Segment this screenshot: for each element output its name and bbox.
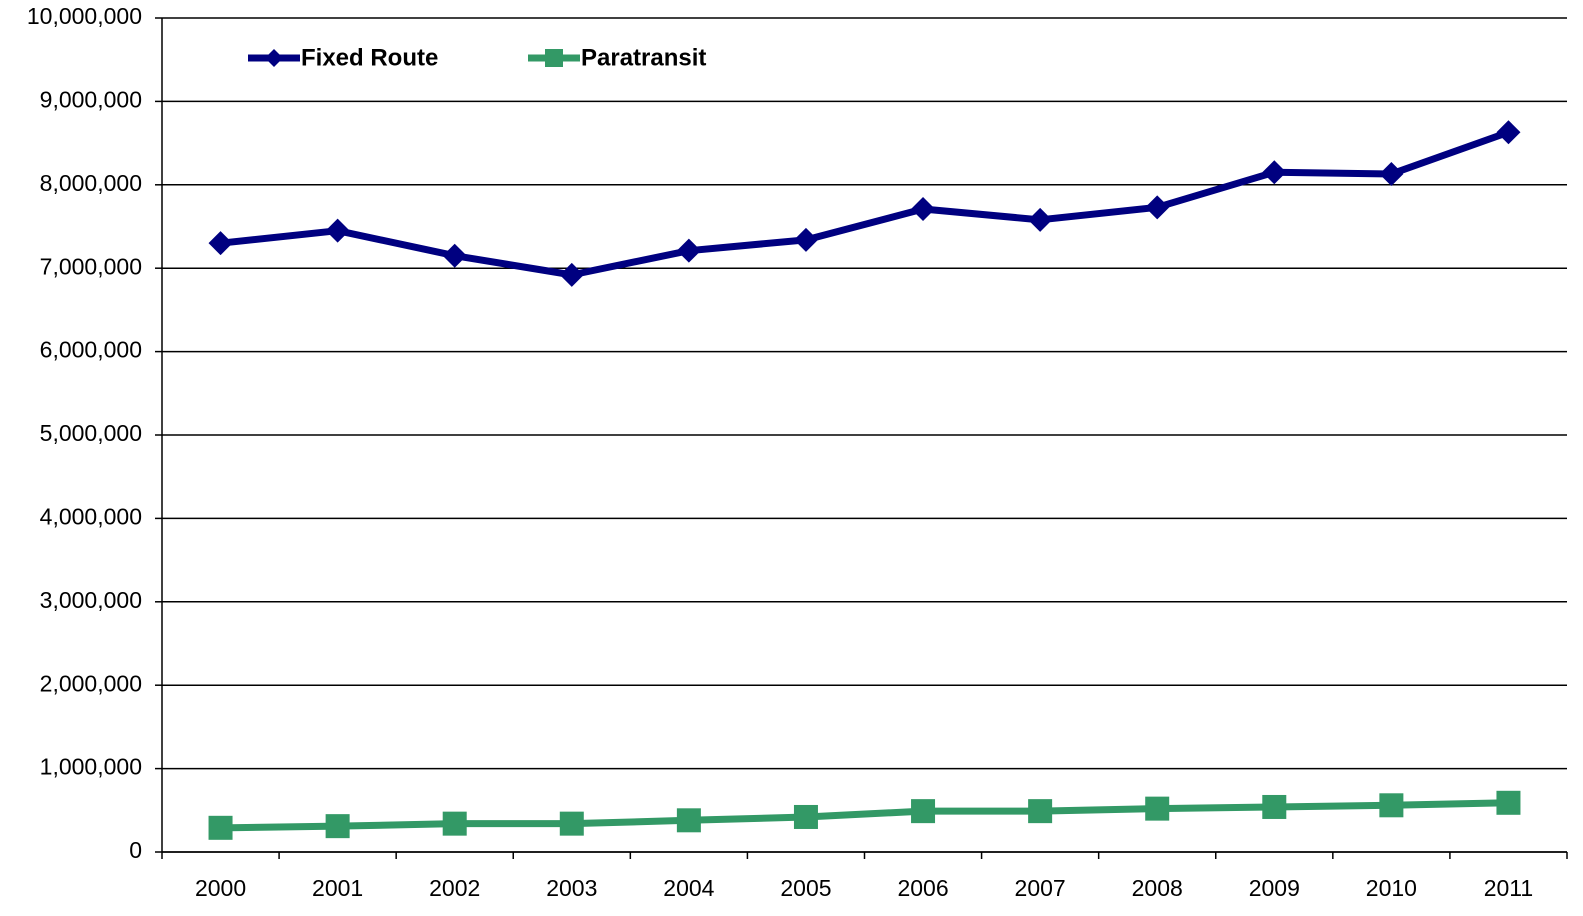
y-tick-label: 4,000,000 [40, 503, 142, 529]
data-point [208, 815, 233, 840]
grid: 0 1,000,000 2,000,000 3,000,000 4,000,000 5,0… [27, 3, 1568, 901]
data-point [1028, 799, 1053, 824]
y-tick-label: 3,000,000 [40, 587, 142, 613]
data-point [559, 262, 584, 287]
data-point [545, 49, 563, 67]
x-tick-label: 2000 [195, 875, 246, 901]
x-tick-label: 2007 [1015, 875, 1066, 901]
y-tick-label: 2,000,000 [40, 670, 142, 696]
data-point [676, 808, 701, 833]
x-tick-label: 2001 [312, 875, 363, 901]
y-tick-label: 10,000,000 [27, 3, 142, 29]
data-point [1379, 161, 1404, 186]
data-point [793, 804, 818, 829]
x-tick-label: 2011 [1484, 875, 1533, 901]
data-point [1379, 793, 1404, 818]
series-line [220, 799, 1509, 832]
data-point [1262, 794, 1287, 819]
data-point [793, 227, 818, 252]
y-tick-label: 8,000,000 [40, 170, 142, 196]
y-tick-label: 7,000,000 [40, 253, 142, 279]
data-point [1262, 160, 1287, 185]
x-tick-label: 2005 [780, 875, 831, 901]
data-point [325, 814, 350, 839]
y-tick-label: 0 [129, 837, 142, 863]
y-tick-label: 5,000,000 [40, 420, 142, 446]
x-tick-label: 2002 [429, 875, 480, 901]
legend-label: Fixed Route [301, 44, 438, 71]
x-tick-label: 2006 [897, 875, 948, 901]
series-line [220, 128, 1510, 279]
x-tick-label: 2004 [663, 875, 714, 901]
y-tick-label: 6,000,000 [40, 337, 142, 363]
data-point [208, 231, 233, 256]
data-point [1145, 796, 1170, 821]
x-tick-label: 2003 [546, 875, 597, 901]
data-point [1496, 790, 1521, 815]
data-point [1145, 195, 1170, 220]
data-point [911, 799, 936, 824]
legend: Fixed Route Paratransit [248, 44, 706, 71]
y-tick-label: 9,000,000 [40, 86, 142, 112]
x-tick-label: 2009 [1249, 875, 1300, 901]
x-tick-label: 2010 [1366, 875, 1417, 901]
data-point [1028, 207, 1053, 232]
data-point [559, 811, 584, 836]
legend-label: Paratransit [581, 44, 706, 71]
data-point [911, 196, 936, 221]
data-point [1496, 120, 1521, 145]
y-tick-label: 1,000,000 [40, 754, 142, 780]
data-point [442, 811, 467, 836]
data-point [676, 238, 701, 263]
series-layer [208, 120, 1521, 840]
data-point [265, 49, 283, 67]
x-tick-label: 2008 [1132, 875, 1183, 901]
data-point [325, 218, 350, 243]
data-point [442, 243, 467, 268]
